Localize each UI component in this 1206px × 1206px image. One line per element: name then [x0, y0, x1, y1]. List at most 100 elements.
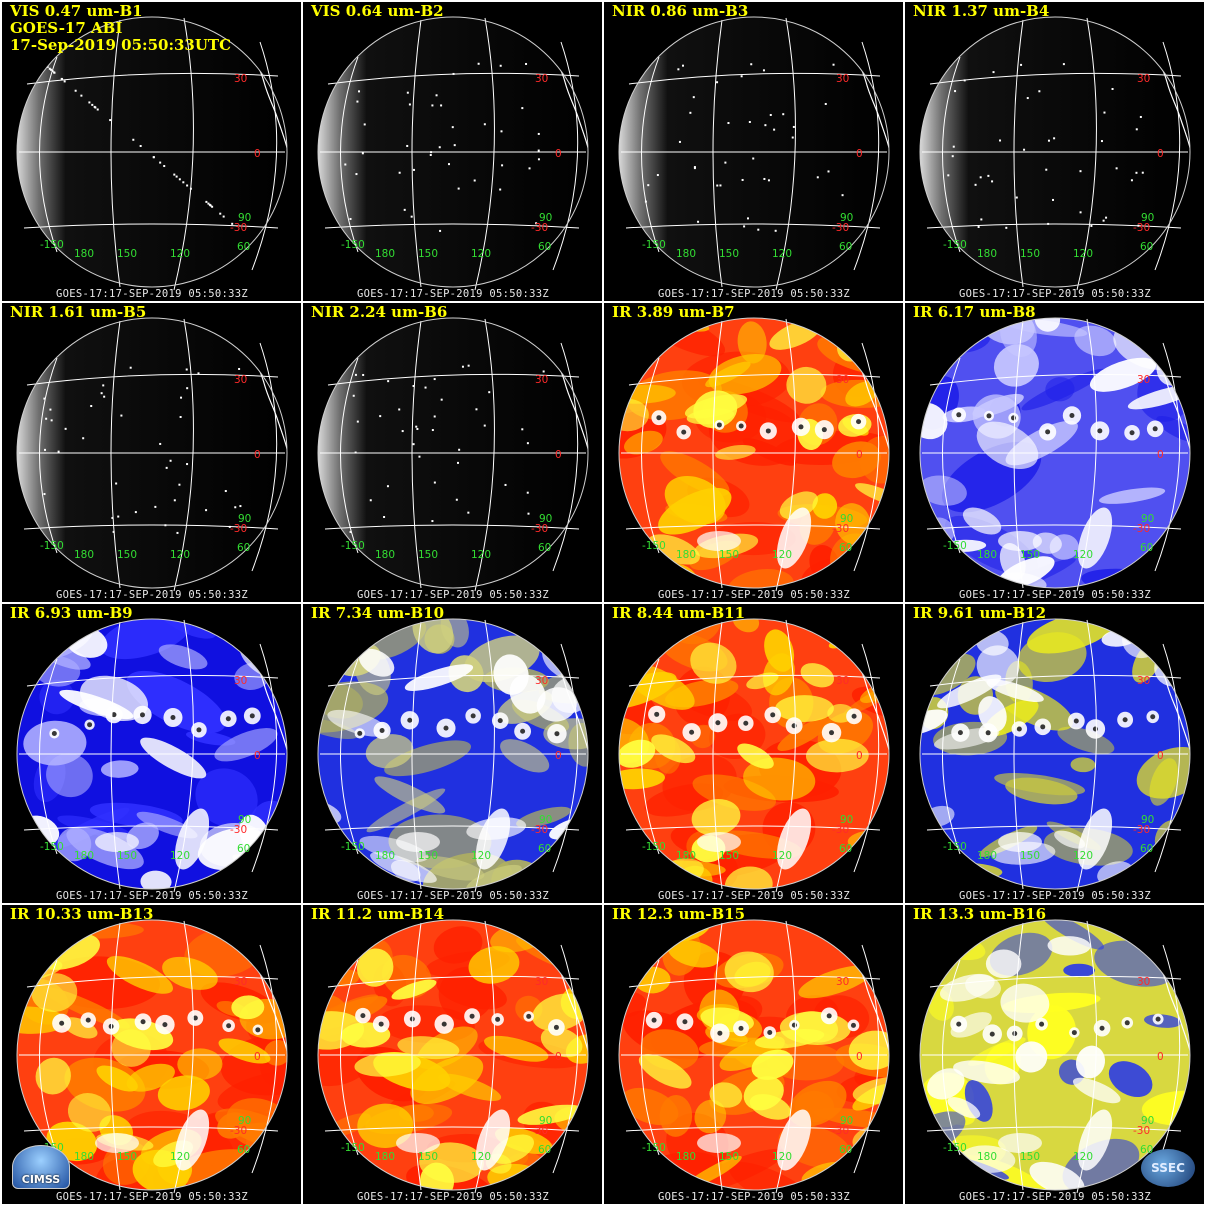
longitude-label: 150 [418, 1151, 439, 1163]
band-title: NIR 1.61 um-B5 [10, 303, 147, 321]
longitude-label: 60 [839, 843, 853, 855]
panel-timestamp-footer: GOES-17:17-SEP-2019 05:50:33Z [657, 589, 851, 601]
panel-timestamp-footer: GOES-17:17-SEP-2019 05:50:33Z [55, 288, 249, 300]
longitude-label: 150 [117, 549, 138, 561]
lat-lon-grid [19, 920, 285, 1194]
panel-timestamp-footer: GOES-17:17-SEP-2019 05:50:33Z [55, 890, 249, 902]
longitude-label: 150 [1020, 549, 1041, 561]
latitude-label: 30 [1137, 73, 1151, 85]
band-panel: 30 0 -30 -150 180 150 120 60 90 IR 6.17 um-B8 GOES… [905, 303, 1205, 603]
longitude-label: 150 [117, 248, 138, 260]
panel-timestamp-footer: GOES-17:17-SEP-2019 05:50:33Z [657, 1191, 851, 1203]
latitude-label: -30 [531, 824, 549, 836]
band-title: IR 6.93 um-B9 [10, 604, 133, 622]
lat-lon-grid [922, 318, 1188, 592]
longitude-label: 180 [977, 1151, 998, 1163]
longitude-label: 120 [1073, 850, 1094, 862]
earth-disk-image [618, 919, 890, 1194]
panel-timestamp-footer: GOES-17:17-SEP-2019 05:50:33Z [958, 288, 1152, 300]
lat-lon-grid [320, 920, 586, 1194]
lat-lon-grid [19, 619, 285, 893]
latitude-label: -30 [531, 1125, 549, 1137]
latitude-label: 30 [234, 73, 248, 85]
latitude-label: 0 [1157, 449, 1164, 461]
longitude-label: 90 [539, 814, 553, 826]
longitude-label: 120 [170, 248, 191, 260]
band-title: VIS 0.47 um-B1 [10, 2, 143, 20]
band-title: NIR 2.24 um-B6 [311, 303, 448, 321]
longitude-label: 180 [676, 1151, 697, 1163]
band-panel: 30 0 -30 -150 180 150 120 60 90 IR 3.89 um-B7 GOES… [604, 303, 904, 603]
latitude-label: 0 [856, 148, 863, 160]
longitude-label: 60 [839, 241, 853, 253]
earth-disk-image [618, 618, 890, 893]
band-panel: 30 0 -30 -150 180 150 120 60 90 VIS 0.47 um-B1 GOE… [2, 2, 302, 302]
lat-lon-grid [320, 619, 586, 893]
latitude-label: 30 [1137, 675, 1151, 687]
lat-lon-grid [19, 17, 285, 291]
longitude-label: 180 [676, 850, 697, 862]
band-title: IR 9.61 um-B12 [913, 604, 1047, 622]
lat-lon-grid [621, 619, 887, 893]
longitude-label: 60 [237, 542, 251, 554]
lat-lon-grid [320, 17, 586, 291]
longitude-label: 150 [719, 1151, 740, 1163]
longitude-label: 180 [375, 248, 396, 260]
longitude-label: 90 [840, 513, 854, 525]
latitude-label: 30 [836, 675, 850, 687]
latitude-label: -30 [832, 523, 850, 535]
lat-lon-grid [922, 17, 1188, 291]
longitude-label: 180 [375, 549, 396, 561]
band-panel: 30 0 -30 -150 180 150 120 60 90 IR 8.44 um-B11 GOE… [604, 604, 904, 904]
longitude-label: -150 [40, 540, 64, 552]
lat-lon-grid [320, 318, 586, 592]
longitude-label: 90 [1141, 1115, 1155, 1127]
longitude-label: -150 [943, 841, 967, 853]
longitude-label: 120 [170, 1151, 191, 1163]
latitude-label: -30 [230, 523, 248, 535]
band-panel: 30 0 -30 -150 180 150 120 60 90 IR 9.61 um-B12 GOE… [905, 604, 1205, 904]
longitude-label: 120 [170, 549, 191, 561]
longitude-label: 90 [840, 212, 854, 224]
longitude-label: 150 [117, 850, 138, 862]
longitude-label: 180 [74, 850, 95, 862]
latitude-label: 0 [555, 750, 562, 762]
earth-disk-image [317, 317, 589, 592]
longitude-label: -150 [943, 1142, 967, 1154]
earth-disk-image [919, 919, 1191, 1194]
longitude-label: 180 [676, 248, 697, 260]
latitude-label: 0 [254, 449, 261, 461]
longitude-label: 120 [772, 1151, 793, 1163]
latitude-label: -30 [1133, 824, 1151, 836]
longitude-label: -150 [341, 239, 365, 251]
band-title: IR 3.89 um-B7 [612, 303, 735, 321]
panel-timestamp-footer: GOES-17:17-SEP-2019 05:50:33Z [356, 589, 550, 601]
longitude-label: 150 [719, 850, 740, 862]
lat-lon-grid [922, 920, 1188, 1194]
latitude-label: -30 [531, 222, 549, 234]
lat-lon-grid [19, 318, 285, 592]
earth-disk-image [317, 618, 589, 893]
longitude-label: 60 [538, 241, 552, 253]
panel-timestamp-footer: GOES-17:17-SEP-2019 05:50:33Z [958, 890, 1152, 902]
longitude-label: 60 [538, 1144, 552, 1156]
longitude-label: 150 [719, 549, 740, 561]
satellite-instrument-label: GOES-17 ABI [10, 19, 123, 37]
panel-timestamp-footer: GOES-17:17-SEP-2019 05:50:33Z [657, 890, 851, 902]
longitude-label: 90 [840, 1115, 854, 1127]
latitude-label: -30 [230, 222, 248, 234]
longitude-label: -150 [40, 239, 64, 251]
longitude-label: 150 [418, 248, 439, 260]
band-title: VIS 0.64 um-B2 [311, 2, 444, 20]
longitude-label: 120 [471, 850, 492, 862]
band-panel: 30 0 -30 -150 180 150 120 60 90 NIR 1.61 um-B5 GOE… [2, 303, 302, 603]
longitude-label: 60 [237, 241, 251, 253]
latitude-label: 0 [555, 1051, 562, 1063]
latitude-label: 0 [1157, 1051, 1164, 1063]
earth-disk-image [919, 16, 1191, 291]
lat-lon-grid [621, 318, 887, 592]
longitude-label: 120 [1073, 248, 1094, 260]
panel-timestamp-footer: GOES-17:17-SEP-2019 05:50:33Z [356, 890, 550, 902]
longitude-label: 180 [977, 549, 998, 561]
